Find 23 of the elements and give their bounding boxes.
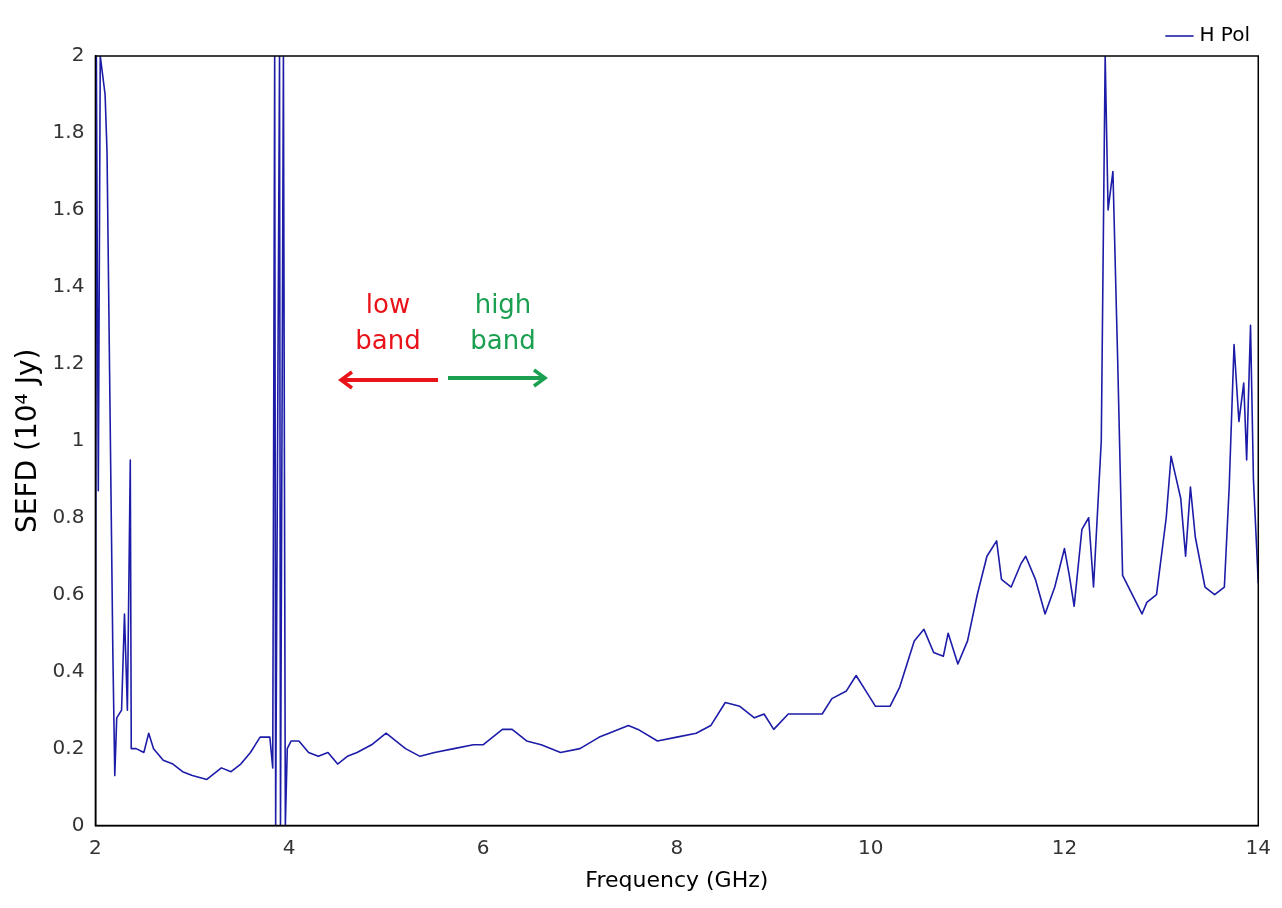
y-tick-label: 0 (71, 811, 85, 836)
x-tick-label: 14 (1245, 834, 1271, 859)
y-tick-label: 1.8 (52, 119, 85, 144)
y-tick-label: 0.8 (52, 503, 85, 528)
x-tick-label: 4 (282, 834, 296, 859)
y-tick-label: 1.2 (52, 350, 85, 375)
x-tick-label: 6 (476, 834, 490, 859)
x-tick-label: 10 (857, 834, 884, 859)
x-tick-label: 8 (670, 834, 684, 859)
x-axis-title: Frequency (GHz) (585, 866, 769, 892)
annotation: high band (469, 288, 537, 357)
y-tick-label: 1.6 (52, 196, 85, 221)
y-tick-label: 0.4 (52, 657, 85, 682)
x-tick-label: 12 (1051, 834, 1078, 859)
x-tick-label: 2 (89, 834, 102, 859)
y-tick-label: 0.6 (52, 580, 85, 605)
annotation: low band (354, 288, 422, 357)
y-tick-label: 1 (71, 427, 85, 451)
y-axis-title: SEFD (10⁴ Jy) (10, 348, 44, 534)
y-tick-label: 0.2 (52, 734, 85, 759)
legend-label: H Pol (1199, 22, 1251, 47)
y-tick-label: 1.4 (52, 273, 85, 298)
y-tick-label: 2 (71, 42, 85, 67)
